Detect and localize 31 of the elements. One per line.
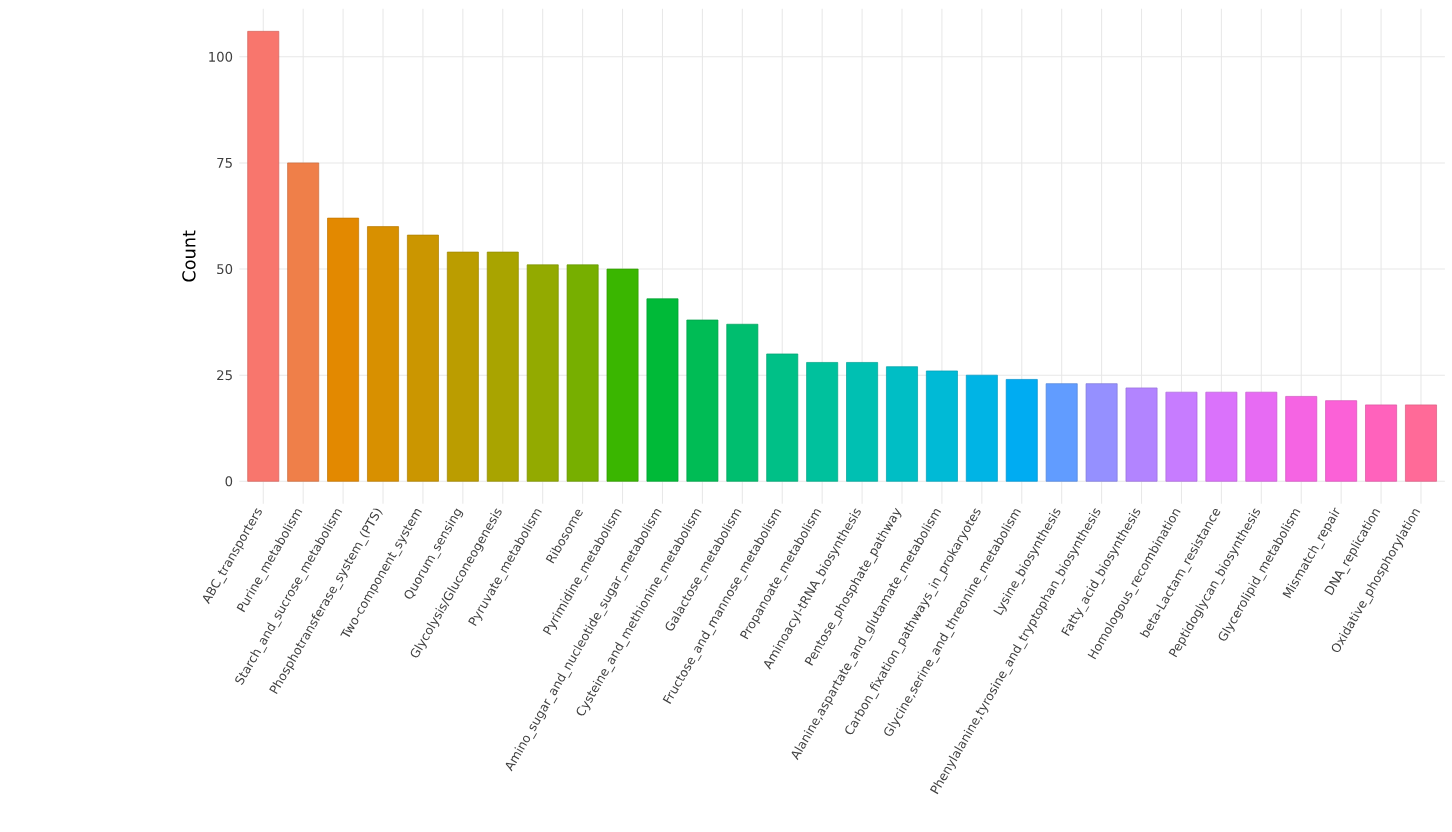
bar [287, 162, 320, 482]
bar [726, 323, 759, 482]
bar [327, 217, 360, 482]
bar [1125, 387, 1158, 482]
bar [566, 264, 599, 482]
bar [646, 298, 679, 482]
bar [1405, 404, 1437, 482]
bar [1325, 399, 1358, 482]
bar [526, 264, 559, 482]
bar [367, 225, 399, 482]
y-axis-title: Count [182, 230, 196, 282]
bar [1085, 383, 1118, 482]
bar [965, 374, 998, 482]
bar [486, 251, 519, 482]
bar [407, 234, 439, 482]
bar [766, 353, 799, 482]
bar [1165, 391, 1198, 482]
bar [686, 319, 719, 482]
bar [247, 30, 280, 482]
bar [846, 361, 879, 482]
bar [1205, 391, 1238, 482]
bar [1005, 378, 1038, 482]
bar [806, 361, 839, 482]
bar [446, 251, 479, 482]
bar [886, 366, 918, 482]
bar [1365, 404, 1397, 482]
bar [1285, 395, 1318, 482]
bar [1045, 383, 1078, 482]
bar [926, 370, 958, 482]
bar [606, 268, 639, 482]
bar [1245, 391, 1278, 482]
